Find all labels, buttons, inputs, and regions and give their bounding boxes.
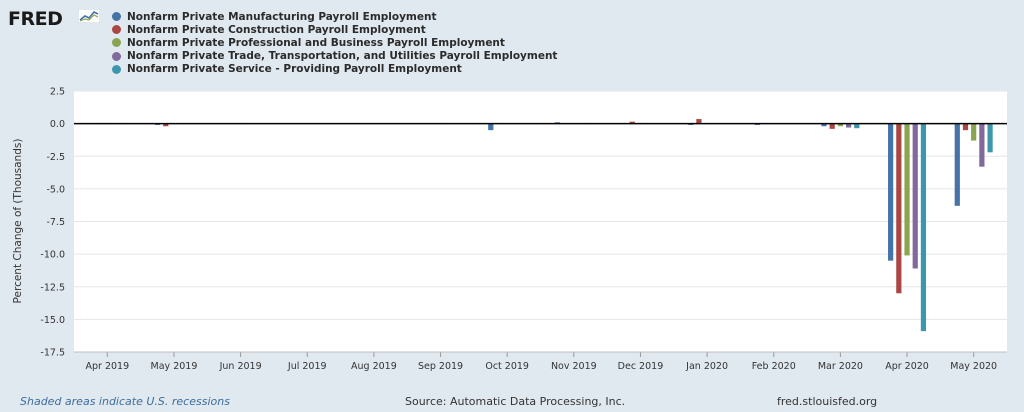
bar[interactable] <box>488 123 494 131</box>
legend-item-construction[interactable]: Nonfarm Private Construction Payroll Emp… <box>112 23 557 36</box>
bar[interactable] <box>821 123 827 127</box>
x-tick-label: May 2019 <box>151 361 198 372</box>
recession-note-link[interactable]: Shaded areas indicate U.S. recessions <box>20 395 230 408</box>
bar[interactable] <box>987 123 993 153</box>
y-tick-label: -5.0 <box>46 184 65 195</box>
legend-label: Nonfarm Private Construction Payroll Emp… <box>127 23 426 36</box>
bar[interactable] <box>896 123 902 294</box>
bar[interactable] <box>979 123 985 167</box>
y-axis-label: Percent Change of (Thousands) <box>12 139 24 304</box>
legend-item-manufacturing[interactable]: Nonfarm Private Manufacturing Payroll Em… <box>112 10 557 23</box>
bar[interactable] <box>696 119 702 124</box>
legend-marker <box>112 64 121 74</box>
y-tick-label: 0.0 <box>50 119 65 130</box>
y-tick-label: -10.0 <box>40 250 65 261</box>
bar[interactable] <box>845 123 852 128</box>
bar[interactable] <box>920 123 927 332</box>
x-tick-label: Sep 2019 <box>418 361 463 372</box>
y-tick-label: 2.5 <box>50 87 65 98</box>
source-text: Source: Automatic Data Processing, Inc. <box>405 395 626 408</box>
y-tick-label: -15.0 <box>40 315 65 326</box>
legend-label: Nonfarm Private Trade, Transportation, a… <box>127 50 558 63</box>
legend-marker <box>112 38 121 48</box>
bar[interactable] <box>904 123 910 256</box>
fred-logo-chart-icon <box>78 9 100 23</box>
x-tick-label: Jan 2020 <box>685 361 728 372</box>
x-tick-label: Mar 2020 <box>818 361 863 372</box>
x-tick-label: Apr 2019 <box>86 361 130 372</box>
legend-marker <box>112 12 121 22</box>
x-tick-label: Apr 2020 <box>885 361 929 372</box>
y-tick-label: -12.5 <box>40 282 65 293</box>
legend-marker <box>112 51 121 61</box>
legend-label: Nonfarm Private Manufacturing Payroll Em… <box>127 10 437 23</box>
bar[interactable] <box>829 123 835 129</box>
legend-label: Nonfarm Private Service - Providing Payr… <box>127 63 462 76</box>
bar[interactable] <box>854 123 860 129</box>
x-tick-label: Aug 2019 <box>351 361 397 372</box>
bar[interactable] <box>163 123 169 127</box>
x-tick-label: Feb 2020 <box>752 361 796 372</box>
bar[interactable] <box>962 123 969 131</box>
y-tick-label: -7.5 <box>46 217 65 228</box>
y-tick-label: -2.5 <box>46 152 65 163</box>
fred-logo[interactable]: FRED <box>8 8 63 30</box>
legend-item-professional-business[interactable]: Nonfarm Private Professional and Busines… <box>112 36 557 49</box>
axes: 2.5 0.0 -2.5 -5.0 -7.5 -10.0 -12.5 -15.0 -17.5 Ap… <box>40 87 1007 372</box>
bar[interactable] <box>888 123 894 261</box>
y-tick-label: -17.5 <box>40 348 65 359</box>
bars <box>96 119 993 332</box>
x-tick-label: Nov 2019 <box>551 361 597 372</box>
bar[interactable] <box>971 123 977 141</box>
site-link[interactable]: fred.stlouisfed.org <box>777 395 878 408</box>
bar[interactable] <box>837 123 843 127</box>
legend-item-trade-transportation-utilities[interactable]: Nonfarm Private Trade, Transportation, a… <box>112 50 557 63</box>
bar[interactable] <box>954 123 960 206</box>
legend-item-service-providing[interactable]: Nonfarm Private Service - Providing Payr… <box>112 63 557 76</box>
x-tick-label: Jun 2019 <box>219 361 262 372</box>
x-tick-label: Jul 2019 <box>287 361 327 372</box>
x-tick-label: May 2020 <box>950 361 997 372</box>
legend-label: Nonfarm Private Professional and Busines… <box>127 36 505 49</box>
x-tick-label: Dec 2019 <box>618 361 664 372</box>
legend-marker <box>112 25 121 35</box>
bar[interactable] <box>629 121 635 124</box>
bar[interactable] <box>912 123 918 269</box>
x-tick-label: Oct 2019 <box>485 361 529 372</box>
chart-legend: Nonfarm Private Manufacturing Payroll Em… <box>112 10 557 76</box>
